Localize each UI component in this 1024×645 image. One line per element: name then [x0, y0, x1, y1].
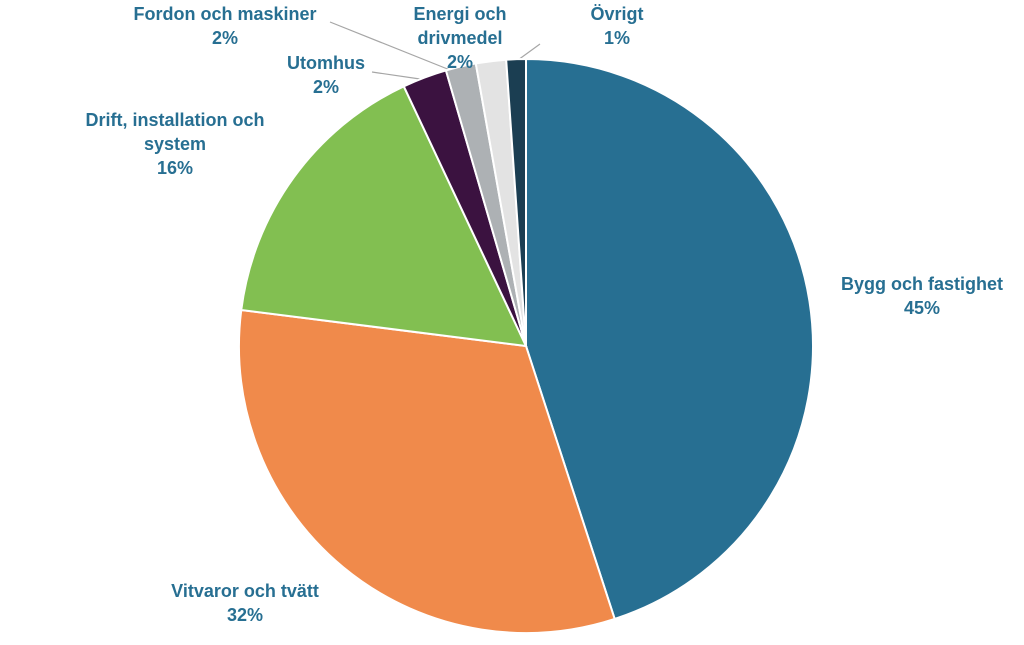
- slice-name: Fordon och maskiner: [133, 4, 316, 24]
- pie-slice-ovrigt: [505, 57, 527, 347]
- slice-name: drivmedel: [417, 28, 502, 48]
- pie-slice-vitvaror-och-tvatt: [238, 308, 616, 634]
- slice-percent: 45%: [904, 298, 940, 318]
- slice-label-vitvaror-och-tvatt: Vitvaror och tvätt 32%: [171, 581, 319, 625]
- slice-percent: 2%: [447, 52, 473, 72]
- slice-percent: 2%: [313, 77, 339, 97]
- pie-slices: [238, 57, 814, 634]
- leader-line-utomhus: [371, 71, 421, 80]
- slice-label-utomhus: Utomhus 2%: [287, 53, 365, 97]
- slice-name: Energi och: [413, 4, 506, 24]
- slice-name: Drift, installation och: [85, 110, 264, 130]
- leader-line-ovrigt: [517, 43, 541, 61]
- pie-slice-drift-installation-och-system: [240, 84, 528, 348]
- slice-label-fordon-och-maskiner: Fordon och maskiner 2%: [133, 4, 316, 48]
- slice-percent: 32%: [227, 605, 263, 625]
- slice-name: Övrigt: [590, 4, 643, 24]
- pie-slice-bygg-och-fastighet: [525, 57, 814, 621]
- slice-name: Bygg och fastighet: [841, 274, 1003, 294]
- slice-label-drift-installation-och-system: Drift, installation och system 16%: [85, 110, 264, 178]
- slice-name: Utomhus: [287, 53, 365, 73]
- leader-line-fordon-och-maskiner: [329, 21, 451, 71]
- slice-label-ovrigt: Övrigt 1%: [590, 4, 643, 48]
- slice-percent: 2%: [212, 28, 238, 48]
- slice-name: Vitvaror och tvätt: [171, 581, 319, 601]
- slice-percent: 16%: [157, 158, 193, 178]
- slice-name: system: [144, 134, 206, 154]
- slice-labels: Bygg och fastighet 45% Vitvaror och tvätt 3…: [85, 4, 1003, 625]
- slice-label-energi-och-drivmedel: Energi och drivmedel 2%: [413, 4, 506, 72]
- slice-label-bygg-och-fastighet: Bygg och fastighet 45%: [841, 274, 1003, 318]
- slice-percent: 1%: [604, 28, 630, 48]
